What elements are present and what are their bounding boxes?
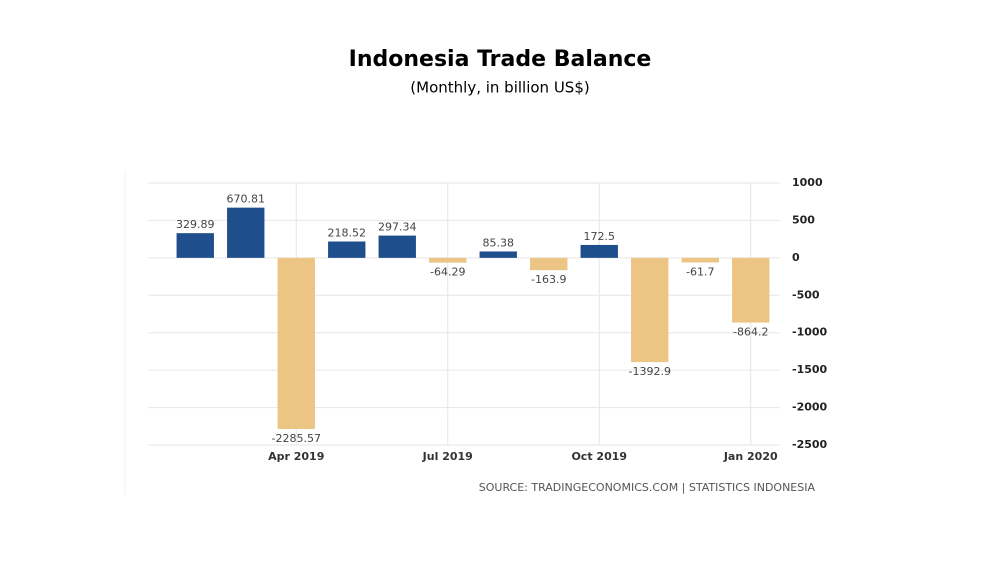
bar (631, 257, 669, 363)
x-tick-label: Jan 2020 (723, 450, 778, 463)
bar (429, 257, 467, 263)
value-label: 218.52 (328, 226, 367, 239)
y-tick-label: -2500 (792, 438, 828, 451)
value-label: 85.38 (483, 236, 515, 249)
value-label: -864.2 (733, 326, 768, 339)
y-tick-label: -1500 (792, 363, 828, 376)
y-tick-label: 1000 (792, 176, 823, 189)
source-note: SOURCE: TRADINGECONOMICS.COM | STATISTIC… (479, 481, 816, 494)
bar (227, 207, 265, 258)
bar (580, 244, 618, 258)
value-label: 172.5 (584, 230, 616, 243)
x-tick-label: Jul 2019 (422, 450, 473, 463)
x-tick-label: Oct 2019 (571, 450, 627, 463)
bar (479, 251, 517, 258)
y-tick-label: -2000 (792, 401, 828, 414)
value-label: 297.34 (378, 221, 417, 234)
x-tick-label: Apr 2019 (268, 450, 324, 463)
value-label: -2285.57 (272, 432, 321, 445)
value-label: 670.81 (227, 193, 266, 206)
value-label: -64.29 (430, 266, 465, 279)
bar (277, 257, 315, 429)
y-tick-label: 0 (792, 251, 800, 264)
y-tick-label: 500 (792, 213, 815, 226)
bar (328, 241, 366, 258)
y-tick-label: -500 (792, 288, 820, 301)
value-label: -61.7 (686, 265, 714, 278)
bar (681, 257, 719, 263)
chart-title: Indonesia Trade Balance (349, 47, 652, 72)
y-tick-label: -1000 (792, 326, 828, 339)
bar (378, 235, 416, 258)
chart-subtitle: (Monthly, in billion US$) (410, 79, 589, 97)
bar (530, 257, 568, 271)
value-label: -163.9 (531, 273, 566, 286)
bar (732, 257, 770, 323)
value-label: 329.89 (176, 218, 215, 231)
bar (176, 233, 214, 258)
value-label: -1392.9 (629, 365, 671, 378)
